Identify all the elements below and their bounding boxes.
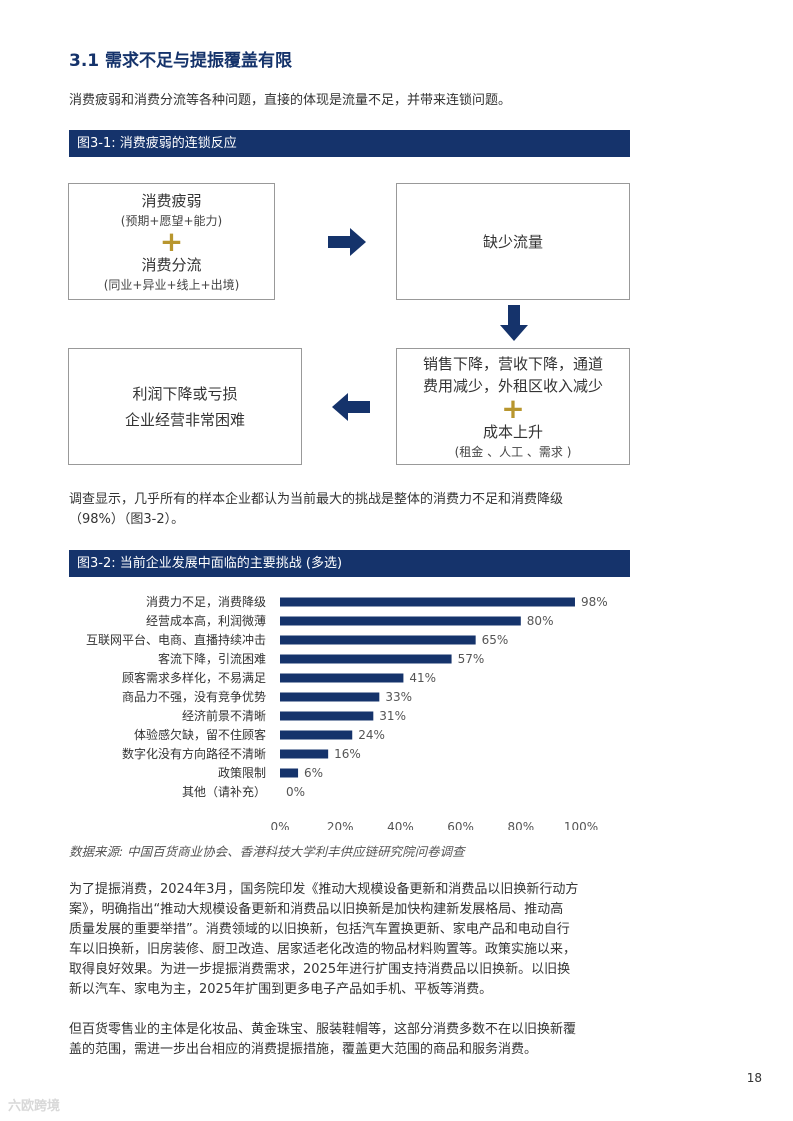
- category-label: 体验感欠缺，留不住顾客: [134, 727, 266, 742]
- bar: [280, 616, 521, 626]
- paragraph-line: 车以旧换新，旧房装修、厨卫改造、居家适老化改造的物品材料购置等。政策实施以来，: [69, 942, 577, 957]
- flow-box-lack-traffic: 缺少流量: [396, 183, 630, 300]
- value-label: 65%: [482, 633, 509, 647]
- value-label: 57%: [458, 652, 485, 666]
- value-label: 98%: [581, 595, 608, 609]
- box4-line1: 利润下降或亏损: [132, 384, 238, 403]
- value-label: 0%: [286, 785, 305, 799]
- value-label: 6%: [304, 766, 323, 780]
- paragraph-line: 但百货零售业的主体是化妆品、黄金珠宝、服装鞋帽等，这部分消费多数不在以旧换新覆: [69, 1022, 577, 1037]
- figure1-title-bar: 图3-1: 消费疲弱的连锁反应: [69, 130, 630, 157]
- bar: [280, 635, 476, 645]
- value-label: 31%: [379, 709, 406, 723]
- page-number: 18: [746, 1071, 762, 1085]
- x-tick-label: 60%: [447, 820, 474, 830]
- x-tick-label: 0%: [270, 820, 289, 830]
- box3-line1: 销售下降，营收下降，通道: [422, 354, 603, 373]
- box2-text: 缺少流量: [482, 232, 543, 251]
- figure2-title-bar: 图3-2: 当前企业发展中面临的主要挑战 (多选): [69, 550, 630, 577]
- category-label: 消费力不足，消费降级: [146, 595, 266, 609]
- paragraph-trade-in: 为了提振消费，2024年3月，国务院印发《推动大规模设备更新和消费品以旧换新行动…: [69, 880, 634, 1000]
- paragraph-line: 案》，明确指出“推动大规模设备更新和消费品以旧换新是加快构建新发展格局、推动高: [69, 902, 564, 917]
- paragraph-line: 盖的范围，需进一步出台相应的消费提振措施，覆盖更大范围的商品和服务消费。: [69, 1042, 538, 1057]
- flow-box-sales-decline: 销售下降，营收下降，通道 费用减少，外租区收入减少 + 成本上升 (租金 、人工…: [396, 348, 630, 465]
- category-label: 其他（请补充）: [182, 784, 266, 799]
- bar: [280, 597, 575, 607]
- arrow-left-icon: [332, 393, 370, 421]
- value-label: 16%: [334, 747, 361, 761]
- bar: [280, 673, 404, 683]
- box1-line2: 消费分流: [141, 255, 202, 274]
- arrow-down-icon: [500, 305, 528, 341]
- box1-line2-sub: (同业+异业+线上+出境): [103, 277, 240, 292]
- category-label: 顾客需求多样化，不易满足: [122, 670, 266, 685]
- category-label: 互联网平台、电商、直播持续冲击: [86, 632, 266, 647]
- paragraph-line: 为了提振消费，2024年3月，国务院印发《推动大规模设备更新和消费品以旧换新行动…: [69, 882, 579, 897]
- category-label: 经营成本高，利润微薄: [146, 613, 266, 628]
- paragraph-line: 新以汽车、家电为主，2025年扩围到更多电子产品如手机、平板等消费。: [69, 982, 493, 997]
- category-label: 数字化没有方向路径不清晰: [122, 746, 266, 761]
- survey-text-line1: 调查显示，几乎所有的样本企业都认为当前最大的挑战是整体的消费力不足和消费降级: [69, 492, 564, 507]
- x-tick-label: 20%: [327, 820, 354, 830]
- x-tick-label: 100%: [564, 820, 598, 830]
- watermark-logo: 六欧跨境: [8, 1099, 61, 1114]
- box1-line1: 消费疲弱: [141, 191, 202, 210]
- paragraph-line: 取得良好效果。为进一步提振消费需求，2025年进行扩围支持消费品以旧换新。以旧换: [69, 962, 571, 977]
- value-label: 24%: [358, 728, 385, 742]
- survey-text-line2: （98%）（图3-2）。: [69, 512, 185, 527]
- section-heading: 3.1 需求不足与提振覆盖有限: [69, 51, 293, 71]
- box3-line3: 成本上升: [482, 422, 543, 441]
- category-label: 商品力不强，没有竞争优势: [122, 689, 266, 704]
- box3-line2: 费用减少，外租区收入减少: [422, 376, 603, 395]
- flow-box-consumption-weak: 消费疲弱 (预期+愿望+能力) + 消费分流 (同业+异业+线上+出境): [68, 183, 275, 300]
- flow-box-profit-decline: 利润下降或亏损 企业经营非常困难: [68, 348, 302, 465]
- plus-icon: +: [159, 224, 184, 258]
- plus-icon: +: [501, 391, 525, 425]
- box4-line2: 企业经营非常困难: [124, 410, 245, 429]
- data-source: 数据来源: 中国百货商业协会、香港科技大学利丰供应链研究院问卷调查: [69, 844, 465, 859]
- bar: [280, 730, 353, 740]
- x-tick-label: 80%: [507, 820, 534, 830]
- bar: [280, 654, 452, 664]
- bar: [280, 711, 374, 721]
- box3-line3-sub: (租金 、人工 、需求 ): [454, 444, 572, 459]
- category-label: 经济前景不清晰: [182, 708, 266, 723]
- paragraph-line: 质量发展的重要举措”。消费领域的以旧换新，包括汽车置换更新、家电产品和电动自行: [69, 922, 570, 937]
- arrow-right-icon: [328, 228, 366, 256]
- value-label: 33%: [385, 690, 412, 704]
- challenges-bar-chart: 消费力不足，消费降级 98% 经营成本高，利润微薄 80% 互联网平台、电商、直播持续冲…: [86, 595, 608, 830]
- category-label: 政策限制: [218, 766, 266, 780]
- value-label: 80%: [527, 614, 554, 628]
- x-tick-label: 40%: [387, 820, 414, 830]
- bar: [280, 692, 380, 702]
- bar: [280, 749, 329, 759]
- box1-line1-sub: (预期+愿望+能力): [120, 213, 223, 228]
- bar: [280, 768, 299, 778]
- category-label: 客流下降，引流困难: [158, 651, 266, 666]
- intro-text: 消费疲弱和消费分流等各种问题，直接的体现是流量不足，并带来连锁问题。: [69, 93, 512, 108]
- paragraph-department-store: 但百货零售业的主体是化妆品、黄金珠宝、服装鞋帽等，这部分消费多数不在以旧换新覆 …: [69, 1020, 634, 1060]
- value-label: 41%: [409, 671, 436, 685]
